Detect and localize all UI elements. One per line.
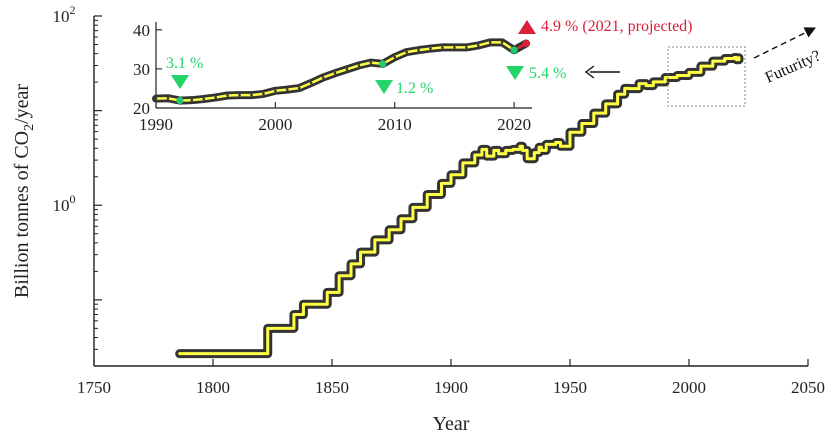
drop-1992-label: 3.1 % bbox=[166, 55, 203, 72]
main-x-tick-label: 1850 bbox=[315, 378, 349, 397]
inset-x-tick-label: 2010 bbox=[378, 115, 412, 134]
main-series bbox=[175, 53, 744, 359]
inset-line-outline bbox=[152, 38, 519, 105]
y-axis-title: Billion tonnes of CO2/year bbox=[11, 84, 37, 299]
rise-2021-triangle bbox=[518, 20, 536, 34]
inset-point bbox=[250, 93, 253, 97]
inset-x-tick-label: 2000 bbox=[258, 115, 292, 134]
inset-point bbox=[154, 97, 158, 100]
main-y-ticks: 100 102 bbox=[53, 3, 102, 367]
main-x-tick-label: 2000 bbox=[672, 378, 706, 397]
drop-2020-triangle bbox=[506, 66, 524, 80]
inset-y-ticks: 20 30 40 bbox=[133, 21, 162, 118]
main-x-tick-label: 1950 bbox=[553, 378, 587, 397]
inset-series bbox=[152, 38, 531, 105]
inset-point bbox=[321, 76, 325, 79]
inset-point bbox=[333, 71, 337, 75]
inset-point bbox=[262, 92, 265, 96]
main-x-ticks: 1750 1800 1850 1900 1950 2000 2050 bbox=[77, 359, 825, 397]
inset-point bbox=[274, 89, 277, 93]
inset-point bbox=[417, 48, 420, 52]
drop-2020-label: 5.4 % bbox=[529, 65, 566, 82]
main-x-tick-label: 1750 bbox=[77, 378, 111, 397]
inset-point bbox=[226, 94, 229, 97]
inset-point bbox=[453, 46, 456, 49]
main-axes: 1750 1800 1850 1900 1950 2000 2050 100 102 Year… bbox=[11, 3, 825, 435]
drop-2009-label: 1.2 % bbox=[396, 80, 433, 97]
inset-marker bbox=[510, 46, 518, 54]
inset-point bbox=[393, 55, 397, 59]
inset-y-tick-label: 30 bbox=[133, 60, 150, 79]
drop-1992-triangle bbox=[171, 75, 189, 89]
main-x-tick-label: 1800 bbox=[196, 378, 230, 397]
inset-x-ticks: 1990 2000 2010 2020 bbox=[139, 102, 531, 134]
inset-marker bbox=[379, 60, 387, 68]
x-axis-title: Year bbox=[433, 413, 470, 435]
emissions-line-outline bbox=[175, 53, 744, 359]
inset-point bbox=[500, 41, 504, 44]
zoom-arrow-head bbox=[584, 65, 595, 79]
inset-point bbox=[405, 50, 408, 54]
inset-point bbox=[488, 41, 492, 44]
inset-marker bbox=[176, 96, 184, 105]
inset-x-tick-label: 1990 bbox=[139, 115, 173, 134]
emissions-line bbox=[178, 56, 741, 356]
main-x-tick-label: 1900 bbox=[434, 378, 468, 397]
future-label: Futurity? bbox=[763, 47, 824, 86]
inset-point bbox=[190, 98, 194, 102]
main-y-tick-label: 100 bbox=[53, 192, 76, 215]
inset-x-tick-label: 2020 bbox=[497, 115, 531, 134]
inset-point bbox=[441, 46, 444, 49]
inset-point bbox=[214, 96, 217, 99]
future-arrow bbox=[753, 27, 817, 59]
rise-2021-label: 4.9 % (2021, projected) bbox=[541, 18, 693, 35]
drop-2009-triangle bbox=[375, 80, 393, 94]
inset-point bbox=[476, 44, 480, 47]
inset-point bbox=[297, 86, 301, 90]
main-x-tick-label: 2050 bbox=[791, 378, 825, 397]
inset-y-tick-label: 20 bbox=[133, 99, 150, 118]
inset-point bbox=[286, 88, 289, 91]
inset-point bbox=[238, 93, 241, 97]
inset-point bbox=[202, 97, 206, 101]
inset-y-tick-label: 40 bbox=[133, 21, 150, 40]
main-y-tick-label: 102 bbox=[53, 3, 76, 26]
inset-point bbox=[166, 96, 170, 100]
inset-point bbox=[465, 46, 468, 49]
inset-point bbox=[429, 47, 432, 50]
inset-point bbox=[369, 61, 373, 64]
inset-point bbox=[357, 64, 361, 67]
inset-annotations: 3.1 % 1.2 % 5.4 % 4.9 % (2021, projected… bbox=[166, 18, 693, 97]
inset-point bbox=[345, 68, 349, 71]
inset-marker bbox=[522, 39, 530, 48]
inset-point bbox=[309, 81, 313, 85]
